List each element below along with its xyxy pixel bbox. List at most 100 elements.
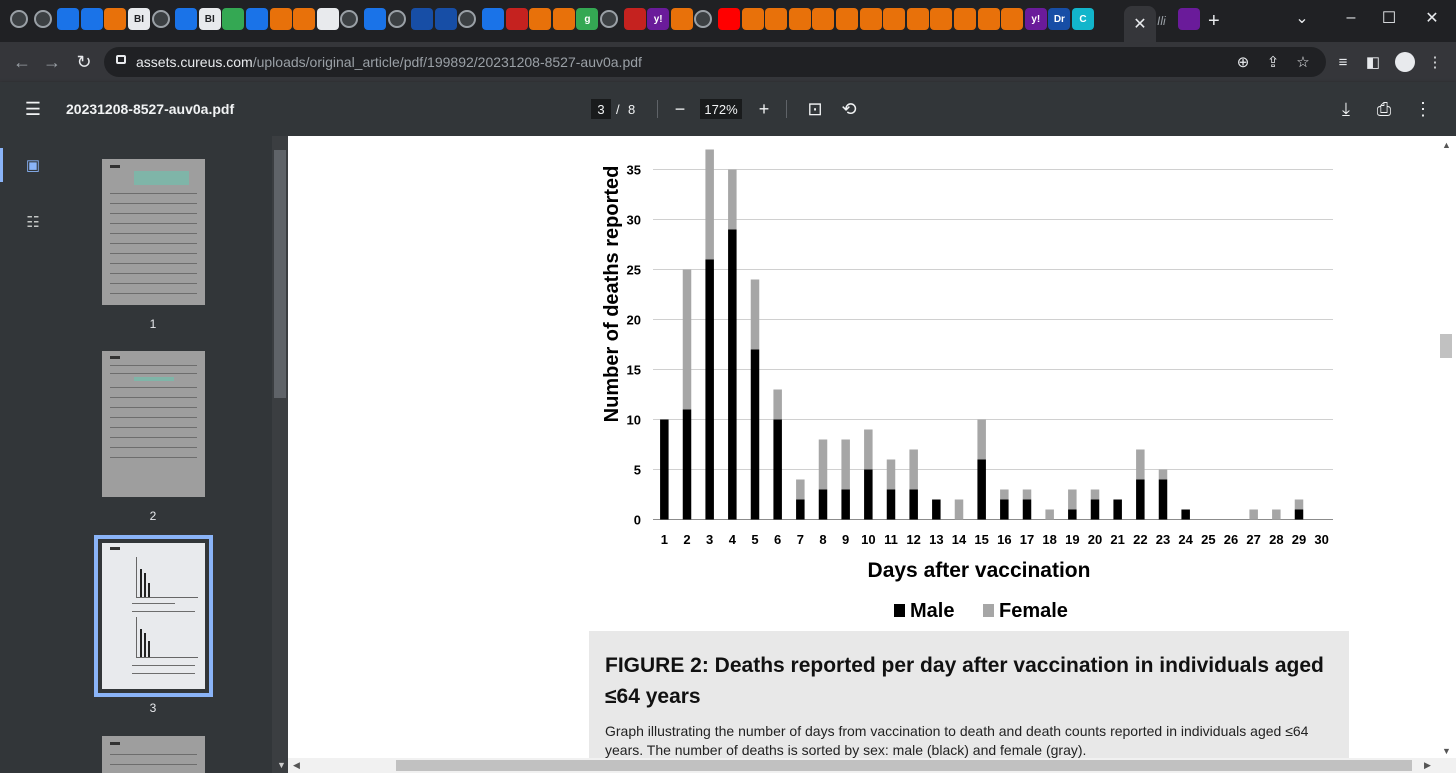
page-scrollbar-thumb[interactable] bbox=[1440, 334, 1452, 358]
outline-view-icon[interactable]: ☷ bbox=[26, 214, 40, 231]
tab-globe-icon[interactable] bbox=[33, 10, 52, 28]
tab-globe-icon[interactable] bbox=[151, 10, 170, 28]
bar-female bbox=[1022, 489, 1032, 500]
zoom-level-input[interactable]: 172% bbox=[700, 99, 742, 119]
tab-bookmark-icon[interactable] bbox=[269, 8, 292, 30]
tab-bookmark-icon[interactable] bbox=[906, 8, 929, 30]
tab-dr-logo[interactable]: Dr bbox=[1048, 8, 1071, 30]
tab-globe-icon[interactable] bbox=[458, 10, 477, 28]
tab-search-chevron-icon[interactable]: ⌄ bbox=[1295, 10, 1309, 27]
zoom-out-button[interactable]: − bbox=[674, 98, 686, 119]
tab-bookmark-icon[interactable] bbox=[293, 8, 316, 30]
tab-shield-icon[interactable] bbox=[57, 8, 80, 30]
page-thumbnail-4[interactable] bbox=[102, 736, 205, 773]
download-icon[interactable]: ⤓ bbox=[1342, 98, 1350, 119]
hamburger-menu-icon[interactable]: ☰ bbox=[24, 98, 42, 119]
tab-bookmark-icon[interactable] bbox=[1001, 8, 1024, 30]
tab-bookmark-icon[interactable] bbox=[859, 8, 882, 30]
address-bar[interactable] bbox=[104, 47, 1326, 77]
browser-menu-icon[interactable]: ⋮ bbox=[1427, 54, 1443, 71]
share-icon[interactable]: ⇪ bbox=[1266, 54, 1280, 71]
page-thumbnail-2[interactable] bbox=[102, 351, 205, 497]
page-scrollbar[interactable] bbox=[1437, 136, 1456, 758]
pdf-more-menu-icon[interactable]: ⋮ bbox=[1414, 98, 1432, 119]
tab-pin-icon[interactable] bbox=[505, 8, 528, 30]
tab-bookmark-icon[interactable] bbox=[954, 8, 976, 30]
side-panel-icon[interactable]: ◧ bbox=[1365, 54, 1381, 71]
tab-bookmark-icon[interactable] bbox=[836, 8, 858, 30]
tab-bi-logo[interactable]: BI bbox=[198, 8, 221, 30]
active-tab-close-button[interactable]: ✕ bbox=[1124, 6, 1156, 42]
page-number-input[interactable]: 3 bbox=[591, 99, 611, 119]
zoom-in-button[interactable]: + bbox=[758, 98, 770, 119]
rotate-icon[interactable]: ⟲ bbox=[841, 98, 857, 119]
horizontal-scrollbar-thumb[interactable] bbox=[396, 760, 1412, 771]
page-thumbnail-3[interactable] bbox=[94, 535, 213, 697]
tab-globe-icon[interactable] bbox=[10, 10, 28, 28]
y-axis-ticks: 0 5 10 15 20 25 30 35 bbox=[627, 163, 641, 528]
bar-male bbox=[705, 259, 714, 520]
reload-button[interactable]: ↻ bbox=[76, 51, 92, 72]
tab-hexagon-icon[interactable] bbox=[411, 8, 434, 30]
zoom-icon[interactable]: ⊕ bbox=[1236, 54, 1250, 71]
back-button[interactable]: ← bbox=[13, 51, 31, 72]
sidebar-scroll-down-icon[interactable]: ▼ bbox=[277, 760, 286, 770]
scroll-up-arrow-icon[interactable]: ▲ bbox=[1442, 140, 1451, 150]
fit-to-page-icon[interactable]: ⊡ bbox=[807, 98, 823, 119]
bar-male bbox=[682, 409, 692, 520]
tab-search-icon[interactable] bbox=[175, 8, 198, 30]
page-thumbnail-1[interactable] bbox=[102, 159, 205, 305]
sidebar-scrollbar-thumb[interactable] bbox=[274, 150, 286, 398]
tab-globe-icon[interactable] bbox=[340, 10, 359, 28]
tab-yahoo-logo[interactable]: y! bbox=[647, 8, 670, 30]
tab-shield-icon[interactable] bbox=[482, 8, 504, 30]
lock-icon[interactable] bbox=[116, 55, 126, 64]
profile-avatar[interactable] bbox=[1395, 52, 1415, 72]
tab-globe-icon[interactable] bbox=[600, 10, 618, 28]
scroll-right-arrow-icon[interactable]: ▶ bbox=[1424, 760, 1431, 770]
tab-bookmark-icon[interactable] bbox=[741, 8, 764, 30]
tab-yahoo-logo[interactable]: y! bbox=[1024, 8, 1047, 30]
scroll-left-arrow-icon[interactable]: ◀ bbox=[293, 760, 300, 770]
new-tab-button[interactable]: + bbox=[1208, 10, 1220, 32]
tab-bookmark-icon[interactable] bbox=[552, 8, 575, 30]
thumbnails-view-icon[interactable]: ▣ bbox=[25, 157, 41, 174]
tab-bookmark-icon[interactable] bbox=[977, 8, 1000, 30]
tab-purple-icon[interactable] bbox=[1178, 8, 1200, 30]
tab-play-icon[interactable] bbox=[222, 8, 245, 30]
close-window-button[interactable]: ✕ bbox=[1425, 10, 1439, 27]
tab-g-logo[interactable]: g bbox=[576, 8, 599, 30]
tab-youtube-icon[interactable] bbox=[718, 8, 740, 30]
forward-button[interactable]: → bbox=[43, 51, 61, 72]
print-icon[interactable]: ⎙ bbox=[1376, 98, 1392, 119]
minimize-button[interactable]: – bbox=[1346, 9, 1356, 26]
tab-globe-icon[interactable] bbox=[387, 10, 406, 28]
x-tick-label: 29 bbox=[1292, 532, 1306, 547]
tab-pin-icon[interactable] bbox=[623, 8, 646, 30]
tab-search-icon[interactable] bbox=[246, 8, 268, 30]
tab-c-logo[interactable]: C bbox=[1072, 8, 1094, 30]
tab-bi-logo[interactable]: BI bbox=[128, 8, 150, 30]
tab-book-icon[interactable] bbox=[316, 8, 339, 30]
tab-globe-icon[interactable] bbox=[694, 10, 713, 28]
bar-female bbox=[818, 439, 828, 490]
tab-bookmark-icon[interactable] bbox=[788, 8, 811, 30]
bookmark-star-icon[interactable]: ☆ bbox=[1296, 54, 1310, 71]
tab-bookmark-icon[interactable] bbox=[670, 8, 693, 30]
url-text[interactable]: assets.cureus.com/uploads/original_artic… bbox=[136, 54, 642, 70]
scroll-down-arrow-icon[interactable]: ▼ bbox=[1442, 746, 1451, 756]
tab-bookmark-icon[interactable] bbox=[104, 8, 127, 30]
maximize-button[interactable]: ☐ bbox=[1381, 10, 1397, 27]
bar-male bbox=[864, 469, 873, 520]
tab-bookmark-icon[interactable] bbox=[529, 8, 552, 30]
tab-bookmark-icon[interactable] bbox=[765, 8, 788, 30]
tab-iii-icon[interactable]: Ili bbox=[1157, 14, 1166, 28]
tab-hexagon-icon[interactable] bbox=[434, 8, 457, 30]
media-control-icon[interactable]: ≡ bbox=[1338, 53, 1348, 71]
y-tick-label: 25 bbox=[627, 263, 641, 278]
tab-bookmark-icon[interactable] bbox=[812, 8, 835, 30]
tab-shield-icon[interactable] bbox=[80, 8, 103, 30]
tab-shield-icon[interactable] bbox=[364, 8, 386, 30]
tab-bookmark-icon[interactable] bbox=[883, 8, 906, 30]
tab-bookmark-icon[interactable] bbox=[930, 8, 953, 30]
